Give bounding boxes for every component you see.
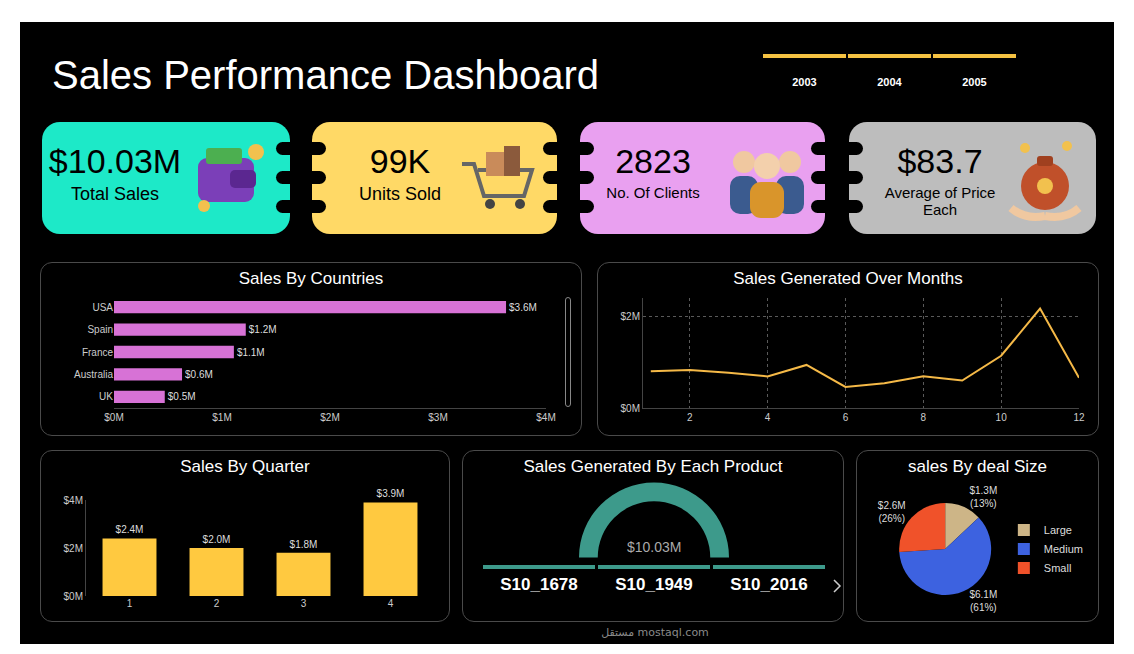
html-text:Sales Performance Dashboard: Sales Performance Dashboard — [52, 53, 599, 97]
svg-text:8: 8 — [921, 412, 927, 423]
html-text:$10.03M: $10.03M — [48, 142, 182, 180]
svg-text:$1.8M: $1.8M — [290, 539, 318, 550]
svg-text:$1.2M: $1.2M — [249, 324, 277, 335]
svg-text:$2.4M: $2.4M — [116, 524, 144, 535]
svg-text:$1.1M: $1.1M — [237, 347, 265, 358]
svg-text:$0M: $0M — [104, 412, 123, 423]
html-text:S10_2016: S10_2016 — [730, 575, 808, 594]
html-text:Sales By Quarter: Sales By Quarter — [180, 457, 310, 476]
html-text:Units Sold: Units Sold — [359, 184, 441, 204]
svg-text:$0.5M: $0.5M — [168, 391, 196, 402]
svg-text:$3.6M: $3.6M — [509, 302, 537, 313]
svg-text:$0.6M: $0.6M — [185, 369, 213, 380]
html-text:Total Sales: Total Sales — [71, 184, 159, 204]
svg-text:1: 1 — [127, 598, 133, 609]
svg-text:2: 2 — [214, 598, 220, 609]
html-text:Sales Generated Over Months: Sales Generated Over Months — [733, 269, 963, 288]
svg-text:France: France — [82, 347, 114, 358]
svg-text:$3.9M: $3.9M — [377, 488, 405, 499]
html-text:Sales By Countries: Sales By Countries — [238, 269, 384, 288]
svg-text:USA: USA — [92, 302, 113, 313]
html-text:2004: 2004 — [877, 76, 902, 88]
html-text:مستقل mostaql.com: مستقل mostaql.com — [601, 626, 709, 639]
svg-text:3: 3 — [301, 598, 307, 609]
svg-text:$2M: $2M — [64, 543, 83, 554]
svg-text:$1.3M(13%): $1.3M(13%) — [969, 485, 997, 509]
html-text:S10_1949: S10_1949 — [615, 575, 693, 594]
svg-text:4: 4 — [388, 598, 394, 609]
svg-text:$2M: $2M — [320, 412, 339, 423]
svg-text:$2M: $2M — [621, 311, 640, 322]
svg-text:2: 2 — [687, 412, 693, 423]
svg-text:Small: Small — [1044, 562, 1072, 574]
svg-text:UK: UK — [99, 391, 113, 402]
html-text:Average of Price Each: Average of Price Each — [884, 184, 996, 218]
svg-text:10: 10 — [996, 412, 1008, 423]
html-text:2005: 2005 — [962, 76, 987, 88]
svg-text:$10.03M: $10.03M — [627, 539, 681, 555]
svg-text:$4M: $4M — [64, 495, 83, 506]
html-text:sales By deal Size: sales By deal Size — [908, 457, 1047, 476]
svg-text:6: 6 — [843, 412, 849, 423]
html-text:99K: 99K — [369, 142, 431, 180]
svg-text:Spain: Spain — [87, 324, 113, 335]
html-text:No. Of Clients: No. Of Clients — [606, 184, 700, 201]
svg-text:$2.6M(26%): $2.6M(26%) — [878, 500, 906, 524]
svg-text:Australia: Australia — [74, 369, 113, 380]
html-text:Sales Generated By Each Produc: Sales Generated By Each Product — [523, 457, 783, 476]
html-text:2003: 2003 — [792, 76, 817, 88]
svg-text:$4M: $4M — [536, 412, 555, 423]
svg-text:$0M: $0M — [64, 591, 83, 602]
svg-text:4: 4 — [765, 412, 771, 423]
svg-text:$1M: $1M — [212, 412, 231, 423]
svg-text:$3M: $3M — [428, 412, 447, 423]
svg-text:$6.1M(61%): $6.1M(61%) — [969, 589, 997, 613]
html-text:S10_1678: S10_1678 — [500, 575, 578, 594]
svg-text:Medium: Medium — [1044, 543, 1083, 555]
svg-text:$0M: $0M — [621, 403, 640, 414]
html-text:2823: 2823 — [615, 142, 691, 180]
svg-text:$2.0M: $2.0M — [203, 534, 231, 545]
html-text:$83.7: $83.7 — [897, 142, 983, 180]
svg-text:Large: Large — [1044, 524, 1072, 536]
svg-text:12: 12 — [1073, 412, 1085, 423]
